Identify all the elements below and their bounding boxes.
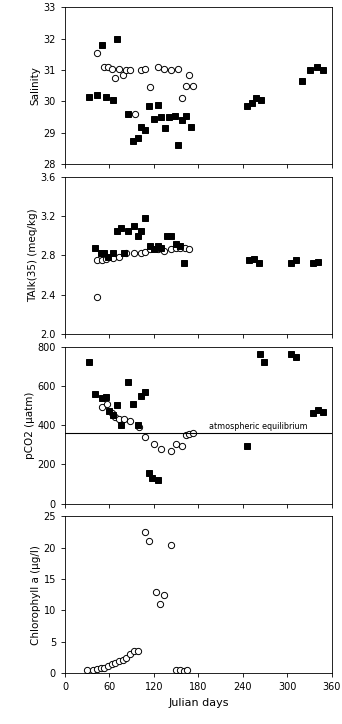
Y-axis label: Chlorophyll a (μg/l): Chlorophyll a (μg/l) — [31, 545, 41, 644]
Y-axis label: TAlk(35) (meq/kg): TAlk(35) (meq/kg) — [28, 209, 38, 302]
Text: atmospheric equilibrium: atmospheric equilibrium — [209, 421, 308, 431]
X-axis label: Julian days: Julian days — [168, 698, 228, 708]
Y-axis label: Salinity: Salinity — [31, 67, 41, 105]
Y-axis label: pCO2 (μatm): pCO2 (μatm) — [25, 392, 35, 459]
